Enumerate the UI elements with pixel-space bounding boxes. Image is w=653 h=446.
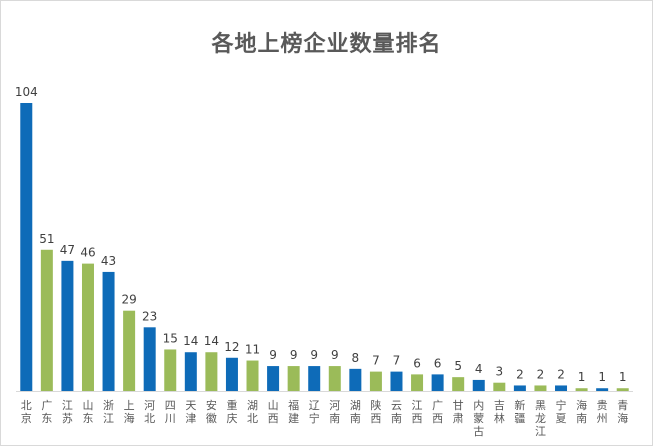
category-label: 青海 (617, 399, 628, 425)
bar (81, 263, 94, 391)
bar (143, 327, 156, 391)
data-label: 5 (454, 359, 462, 373)
data-label: 43 (101, 254, 116, 268)
data-label: 1 (619, 370, 627, 384)
data-label: 2 (537, 367, 545, 381)
category-label: 浙江 (103, 399, 114, 425)
category-label: 山东 (82, 399, 93, 425)
bar (452, 377, 465, 391)
bar (596, 388, 609, 391)
bar (225, 357, 238, 391)
bar (369, 371, 382, 391)
data-label: 23 (142, 309, 157, 323)
data-label: 15 (163, 331, 178, 345)
data-label: 14 (183, 334, 198, 348)
data-label: 4 (475, 362, 483, 376)
bar (40, 249, 53, 391)
category-label: 河南 (329, 399, 340, 425)
data-label: 12 (224, 340, 239, 354)
data-label: 9 (269, 348, 277, 362)
data-label: 46 (80, 246, 95, 260)
category-label: 内蒙古 (473, 398, 484, 438)
bar (472, 379, 485, 391)
chart-title: 各地上榜企业数量排名 (211, 32, 442, 57)
category-label: 湖南 (350, 399, 361, 425)
category-label: 福建 (288, 398, 299, 425)
category-label: 陕西 (370, 398, 381, 425)
data-label: 29 (121, 293, 136, 307)
bar (555, 385, 568, 391)
data-label: 2 (516, 367, 524, 381)
category-label: 甘肃 (453, 399, 464, 425)
bar (205, 352, 218, 391)
category-label: 云南 (391, 399, 402, 425)
data-label: 51 (39, 232, 54, 246)
bar (411, 374, 424, 391)
bar (164, 349, 177, 391)
category-label: 北京 (21, 399, 32, 425)
category-label: 广西 (432, 399, 443, 425)
bar (534, 385, 547, 391)
bar (513, 385, 526, 391)
bar (390, 371, 403, 391)
data-label: 11 (245, 343, 260, 357)
data-label: 2 (557, 367, 565, 381)
category-label: 辽宁 (309, 399, 320, 425)
category-label: 安徽 (206, 398, 217, 425)
bar (349, 368, 362, 391)
bar (102, 271, 115, 391)
data-label: 47 (60, 243, 75, 257)
data-label: 8 (352, 351, 360, 365)
bar (328, 366, 341, 391)
data-label: 3 (495, 365, 503, 379)
data-label: 6 (434, 356, 442, 370)
data-label: 6 (413, 356, 421, 370)
data-label: 9 (290, 348, 298, 362)
category-label: 江苏 (62, 399, 73, 425)
data-label: 14 (204, 334, 219, 348)
category-label: 四川 (165, 399, 176, 425)
bar (61, 260, 74, 391)
category-label: 上海 (124, 399, 135, 425)
category-label: 吉林 (494, 399, 505, 425)
bar (431, 374, 444, 391)
bar (184, 352, 197, 391)
data-label: 1 (578, 370, 586, 384)
category-label: 海南 (576, 398, 587, 425)
category-label: 天津 (185, 399, 196, 425)
category-label: 河北 (144, 399, 155, 425)
category-label: 广东 (41, 399, 52, 425)
data-label: 104 (15, 85, 38, 99)
bar (246, 360, 259, 391)
data-label: 1 (598, 370, 606, 384)
bar (267, 366, 280, 391)
bar (20, 103, 33, 391)
data-label: 7 (372, 354, 380, 368)
bar (287, 366, 300, 391)
category-label: 江西 (412, 399, 423, 425)
bar (308, 366, 321, 391)
data-label: 7 (393, 354, 401, 368)
data-label: 9 (310, 348, 318, 362)
bar (616, 388, 629, 391)
bar (493, 382, 506, 391)
bar (575, 388, 588, 391)
category-label: 新疆 (514, 398, 525, 425)
category-label: 贵州 (597, 399, 608, 425)
category-label: 重庆 (226, 398, 237, 425)
category-label: 宁夏 (556, 398, 567, 425)
category-label: 黑龙江 (535, 399, 546, 438)
bar (123, 310, 136, 391)
category-label: 山西 (268, 399, 279, 425)
data-label: 9 (331, 348, 339, 362)
category-label: 湖北 (247, 399, 258, 425)
